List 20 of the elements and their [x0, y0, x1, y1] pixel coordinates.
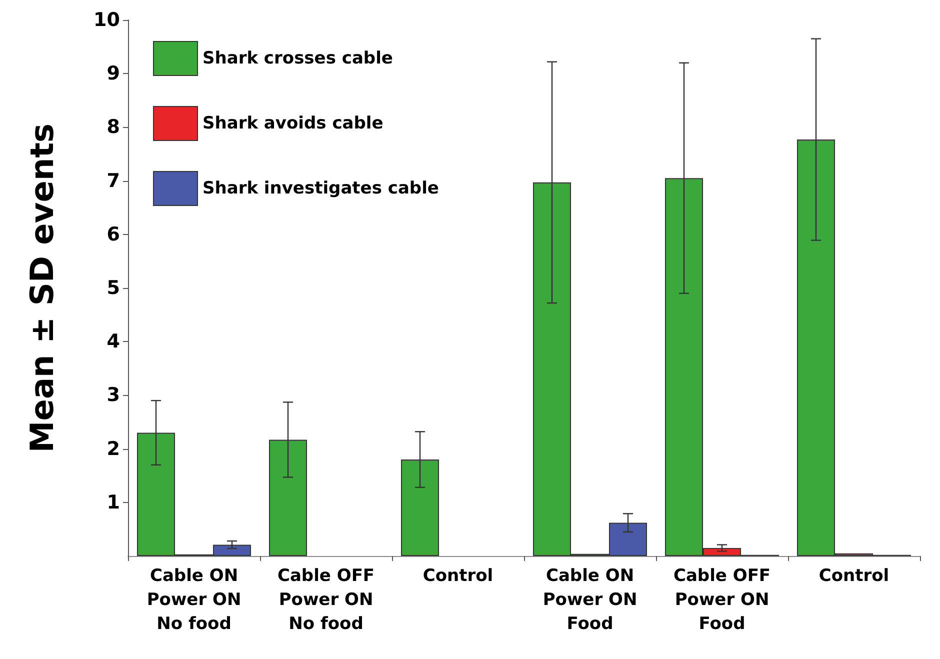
- legend-label: Shark crosses cable: [202, 48, 393, 68]
- x-tick-label: Cable OFF Power ON Food: [673, 566, 771, 634]
- y-tick-label: 4: [106, 330, 120, 353]
- x-tick-label: Cable OFF Power ON No food: [277, 566, 375, 634]
- y-tick-label: 10: [94, 9, 120, 31]
- y-axis-title: Mean ± SD events: [23, 123, 61, 453]
- y-tick-label: 3: [106, 384, 120, 406]
- y-tick-label: 8: [106, 116, 120, 138]
- legend-label: Shark investigates cable: [202, 178, 439, 198]
- x-tick-label: Control: [422, 566, 494, 586]
- legend-label: Shark avoids cable: [202, 114, 384, 134]
- x-tick-label: Cable ON Power ON No food: [146, 566, 242, 634]
- y-tick-label: 9: [106, 62, 120, 85]
- y-tick-label: 5: [106, 277, 120, 299]
- x-tick-label: Control: [818, 566, 890, 586]
- y-tick-label: 1: [106, 491, 120, 514]
- y-tick-label: 2: [106, 438, 120, 460]
- x-tick-label: Cable ON Power ON Food: [542, 566, 638, 634]
- y-tick-label: 6: [106, 223, 120, 246]
- y-tick-label: 7: [106, 170, 120, 192]
